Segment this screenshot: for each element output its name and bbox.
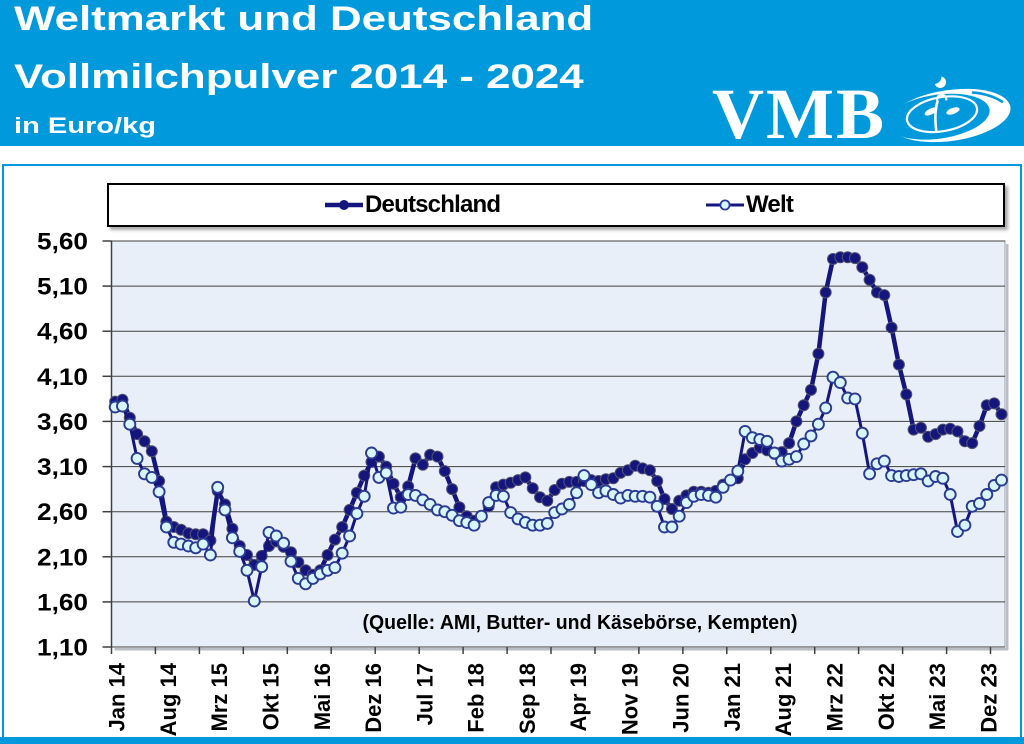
svg-text:Feb 18: Feb 18 [464,663,489,733]
svg-text:4,60: 4,60 [37,319,88,346]
svg-text:Aug 21: Aug 21 [771,663,796,736]
svg-text:3,10: 3,10 [37,454,88,481]
svg-text:2,60: 2,60 [37,499,88,526]
svg-text:Mrz 22: Mrz 22 [823,663,848,731]
svg-text:Jun 20: Jun 20 [669,663,694,733]
svg-text:Dez 23: Dez 23 [976,663,1001,733]
svg-text:Mai 23: Mai 23 [925,663,950,730]
svg-text:Sep 18: Sep 18 [515,663,540,734]
svg-text:Mai 16: Mai 16 [310,663,335,730]
svg-text:Jan 21: Jan 21 [720,663,745,732]
svg-text:Okt 22: Okt 22 [874,663,899,730]
svg-text:5,60: 5,60 [37,229,88,256]
svg-text:Nov 19: Nov 19 [617,663,642,735]
svg-text:5,10: 5,10 [37,274,88,301]
svg-text:Jan 14: Jan 14 [105,662,130,731]
svg-text:Mrz 15: Mrz 15 [207,663,232,731]
svg-text:Jul 17: Jul 17 [412,663,437,725]
svg-text:4,10: 4,10 [37,364,88,391]
svg-text:Okt 15: Okt 15 [259,663,284,730]
svg-text:(Quelle: AMI, Butter- und Käse: (Quelle: AMI, Butter- und Käsebörse, Kem… [363,612,798,634]
svg-text:Apr 19: Apr 19 [566,663,591,731]
svg-text:Aug 14: Aug 14 [156,662,181,736]
svg-text:1,10: 1,10 [37,635,88,662]
svg-text:Dez 16: Dez 16 [361,663,386,733]
svg-text:3,60: 3,60 [37,409,88,436]
svg-text:1,60: 1,60 [37,589,88,616]
svg-text:2,10: 2,10 [37,544,88,571]
